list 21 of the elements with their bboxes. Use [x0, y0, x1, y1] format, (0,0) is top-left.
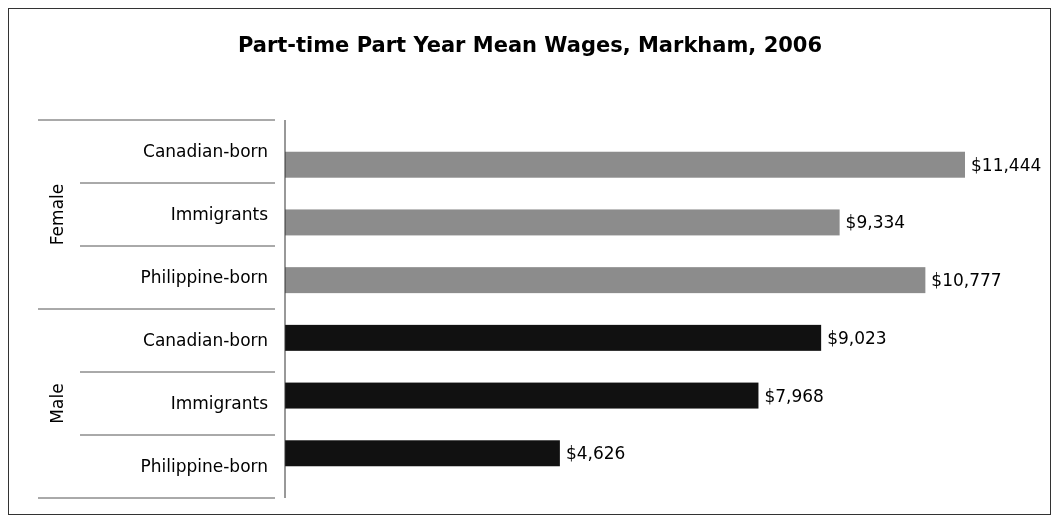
bar [285, 267, 926, 294]
y-tick-label: Philippine-born [140, 267, 268, 288]
data-label: $9,023 [827, 327, 887, 348]
y-tick-label: Philippine-born [140, 456, 268, 477]
bar [285, 151, 965, 178]
data-label: $9,334 [845, 212, 906, 233]
y-tick-label: Immigrants [170, 204, 269, 225]
chart-title: Part-time Part Year Mean Wages, Markham, 2006 [237, 33, 823, 57]
bar [285, 440, 560, 467]
y-tick-label: Immigrants [170, 393, 269, 414]
bar [285, 324, 822, 351]
text: Male [47, 383, 67, 424]
y-tick-label: Canadian-born [143, 330, 268, 351]
data-label: $7,968 [764, 385, 824, 406]
bar [285, 209, 840, 236]
text: Female [47, 183, 67, 246]
data-label: $11,444 [971, 154, 1042, 175]
bar [285, 382, 759, 409]
y-tick-label: Canadian-born [143, 141, 268, 162]
data-label: $10,777 [931, 270, 1002, 291]
data-label: $4,626 [565, 443, 626, 464]
